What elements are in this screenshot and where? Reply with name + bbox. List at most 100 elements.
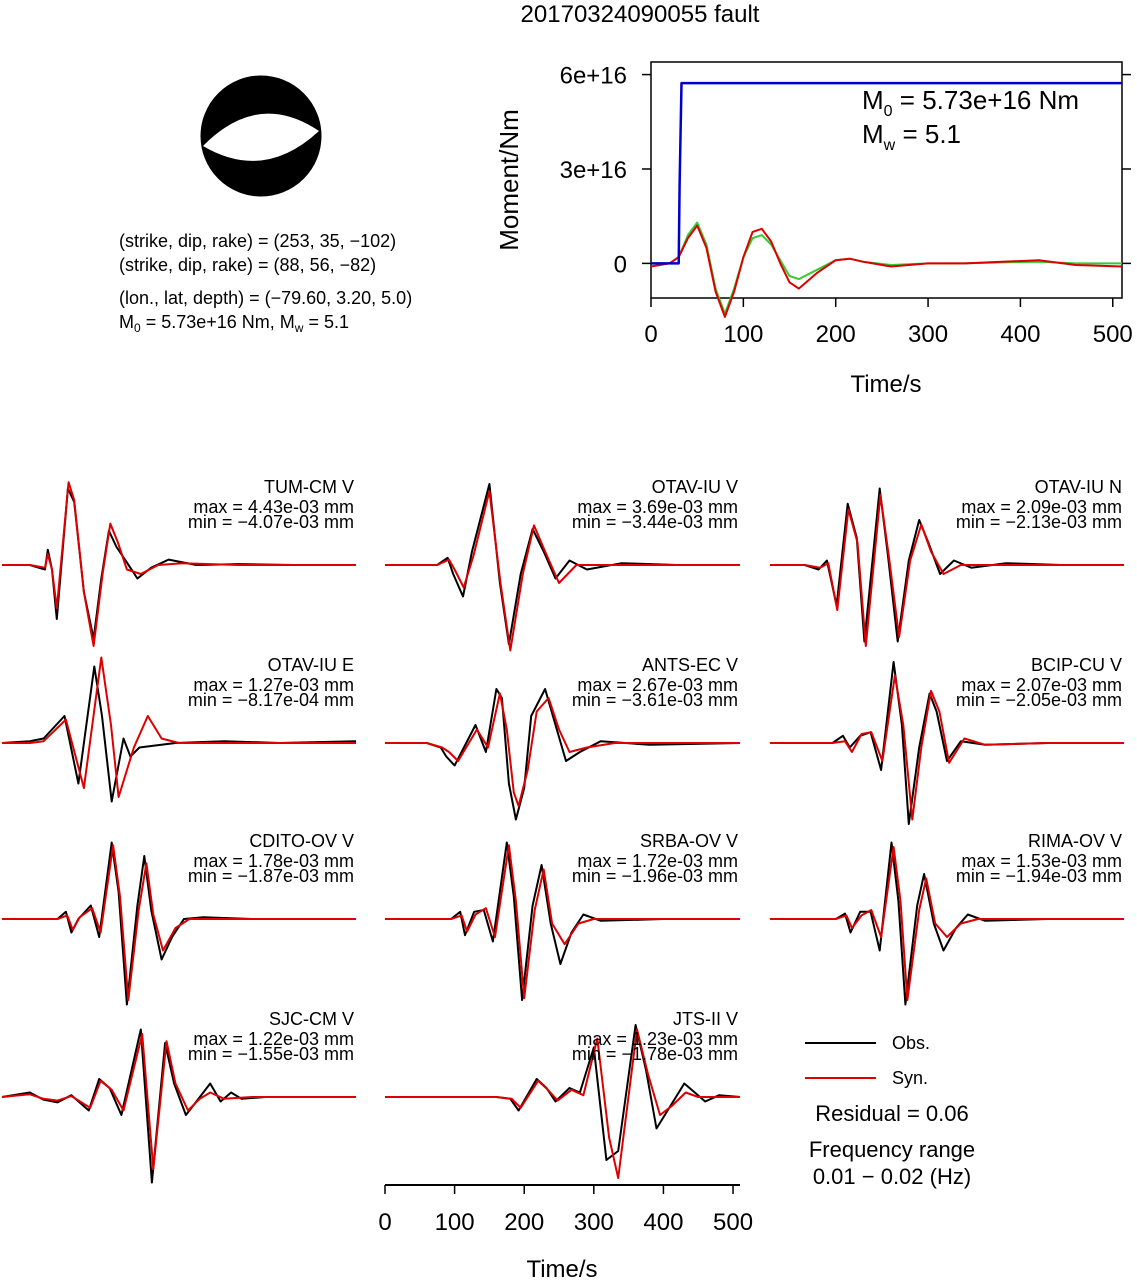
stf-ylabel: Moment/Nm [494, 109, 524, 251]
figure-title: 20170324090055 fault [521, 1, 760, 28]
plane2-text: (strike, dip, rake) = (88, 56, −82) [119, 255, 376, 275]
station-min: min = −3.61e-03 mm [572, 690, 738, 710]
legend-syn-label: Syn. [892, 1068, 928, 1088]
synthetic-trace [385, 844, 740, 1000]
stf-ytick-label: 3e+16 [560, 157, 627, 184]
station-max: max = 3.69e-03 mm [577, 497, 738, 517]
station-min: min = −2.13e-03 mm [956, 512, 1122, 532]
observed-trace [385, 841, 740, 1001]
station-max: max = 1.78e-03 mm [193, 851, 354, 871]
station-max: max = 1.22e-03 mm [193, 1029, 354, 1049]
waveform-xtick-label: 500 [713, 1209, 753, 1236]
plot-frame [650, 61, 1123, 299]
moment-text: M0 = 5.73e+16 Nm, Mw = 5.1 [119, 312, 349, 335]
stf-ytick-label: 6e+16 [560, 63, 627, 90]
beachball-icon [200, 75, 322, 197]
waveform-xtick-label: 0 [378, 1209, 391, 1236]
stf-xtick-label: 100 [723, 321, 763, 348]
stf-xtick-label: 300 [908, 321, 948, 348]
stf-xtick-label: 400 [1000, 321, 1040, 348]
synthetic-trace [770, 846, 1124, 1001]
station-min: min = −4.07e-03 mm [188, 512, 354, 532]
synthetic-trace [385, 1028, 740, 1179]
station-min: min = −1.55e-03 mm [188, 1044, 354, 1064]
synthetic-trace [385, 490, 740, 652]
station-min: min = −8.17e-04 mm [188, 690, 354, 710]
station-max: max = 1.53e-03 mm [961, 851, 1122, 871]
observed-trace [385, 483, 740, 646]
frequency-title: Frequency range [809, 1137, 975, 1162]
mechanism-info: (strike, dip, rake) = (253, 35, −102) (s… [119, 231, 412, 335]
stf-annotation-m0: M0 = 5.73e+16 Nm [862, 85, 1079, 120]
station-min: min = −1.87e-03 mm [188, 866, 354, 886]
station-name: OTAV-IU V [652, 477, 738, 497]
station-name: TUM-CM V [264, 477, 354, 497]
plane1-text: (strike, dip, rake) = (253, 35, −102) [119, 231, 396, 251]
cumulative-moment-line [651, 81, 1122, 265]
station-min: min = −1.94e-03 mm [956, 866, 1122, 886]
station-name: SJC-CM V [269, 1009, 354, 1029]
stf-annotation-mw: Mw = 5.1 [862, 119, 961, 154]
waveform-xtick-label: 200 [504, 1209, 544, 1236]
station-name: BCIP-CU V [1031, 655, 1122, 675]
synthetic-trace [770, 493, 1124, 647]
residual-text: Residual = 0.06 [815, 1101, 969, 1126]
stf-series [650, 81, 1123, 318]
station-name: ANTS-EC V [642, 655, 738, 675]
legend: Obs. Syn. Residual = 0.06 Frequency rang… [805, 1033, 975, 1189]
station-name: SRBA-OV V [640, 831, 738, 851]
stf-xlabel: Time/s [850, 371, 921, 398]
legend-obs-label: Obs. [892, 1033, 930, 1053]
stf-ytick-label: 0 [614, 251, 627, 278]
station-min: min = −1.96e-03 mm [572, 866, 738, 886]
waveform-xlabel: Time/s [526, 1256, 597, 1281]
station-name: OTAV-IU E [268, 655, 354, 675]
synthetic-trace [2, 481, 356, 647]
frequency-range: 0.01 − 0.02 (Hz) [813, 1164, 971, 1189]
location-text: (lon., lat, depth) = (−79.60, 3.20, 5.0) [119, 288, 412, 308]
waveform-xtick-label: 400 [643, 1209, 683, 1236]
station-name: JTS-II V [673, 1009, 738, 1029]
station-min: min = −2.05e-03 mm [956, 690, 1122, 710]
observed-trace [770, 841, 1124, 1006]
station-name: RIMA-OV V [1028, 831, 1122, 851]
stf-red-line [650, 224, 1123, 318]
station-name: CDITO-OV V [249, 831, 354, 851]
station-max: max = 1.72e-03 mm [577, 851, 738, 871]
observed-trace [2, 841, 356, 1006]
stf-xtick-label: 200 [816, 321, 856, 348]
synthetic-trace [385, 692, 740, 807]
moment-rate-plot: 0 100 200 300 400 500 0 3e+16 6e+16 Moment/Nm Ti… [494, 61, 1133, 398]
stf-xtick-label: 500 [1093, 321, 1133, 348]
station-max: max = 1.27e-03 mm [193, 675, 354, 695]
station-max: max = 1.23e-03 mm [577, 1029, 738, 1049]
station-min: min = −1.78e-03 mm [572, 1044, 738, 1064]
synthetic-trace [2, 844, 356, 1001]
waveform-xtick-label: 300 [574, 1209, 614, 1236]
station-max: max = 2.09e-03 mm [961, 497, 1122, 517]
synthetic-trace [770, 674, 1124, 821]
station-max: max = 2.67e-03 mm [577, 675, 738, 695]
station-max: max = 2.07e-03 mm [961, 675, 1122, 695]
stf-xtick-label: 0 [644, 321, 657, 348]
waveform-time-axis: Time/s 0 100 200 300 400 500 [378, 1184, 753, 1283]
stf-axes: 0 100 200 300 400 500 0 3e+16 6e+16 [560, 63, 1133, 348]
observed-trace [385, 688, 741, 821]
station-max: max = 4.43e-03 mm [193, 497, 354, 517]
stf-green-line [651, 221, 1122, 315]
station-name: OTAV-IU N [1035, 477, 1122, 497]
synthetic-trace [1, 1033, 356, 1170]
